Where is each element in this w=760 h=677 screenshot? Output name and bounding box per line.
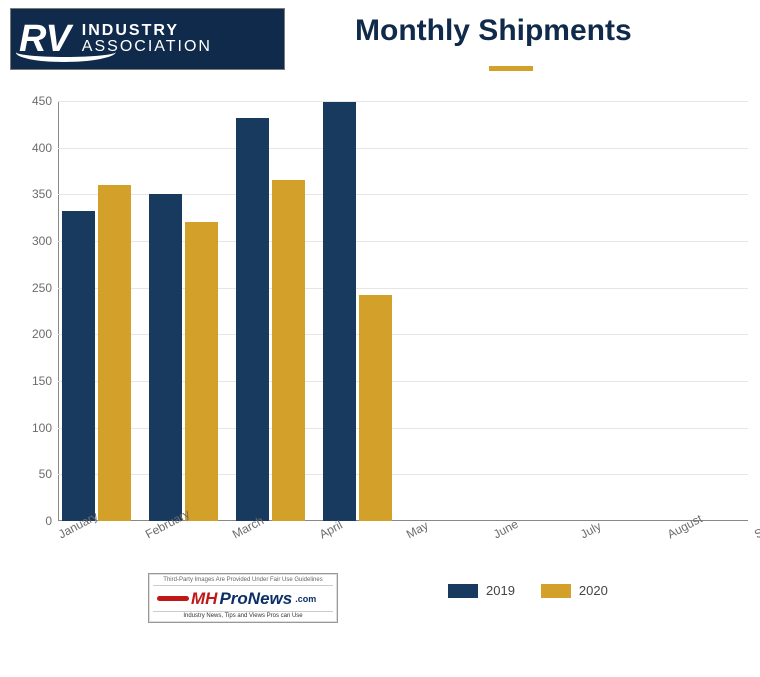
- y-tick-label: 100: [22, 421, 52, 435]
- footer-top-text: Third-Party Images Are Provided Under Fa…: [153, 577, 333, 586]
- legend-item-2020: 2020: [541, 583, 608, 598]
- y-tick-label: 0: [22, 514, 52, 528]
- y-tick-label: 200: [22, 327, 52, 341]
- footer-sub-text: Industry News, Tips and Views Pros can U…: [153, 611, 333, 619]
- y-tick-label: 400: [22, 141, 52, 155]
- legend-label: 2020: [579, 583, 608, 598]
- x-tick-label: May: [404, 518, 431, 541]
- legend-swatch-icon: [448, 584, 478, 598]
- bar-2020-march: [272, 180, 305, 521]
- redbar-icon: [157, 596, 189, 601]
- bar-2020-january: [98, 185, 131, 521]
- grid-line: [58, 101, 748, 102]
- legend-item-2019: 2019: [448, 583, 515, 598]
- x-tick-label: June: [491, 517, 521, 542]
- footer-brand-b: ProNews: [219, 589, 292, 609]
- bar-2020-april: [359, 295, 392, 521]
- footer-brand-row: MHProNews.com: [153, 589, 333, 609]
- bar-2019-march: [236, 118, 269, 521]
- y-tick-label: 150: [22, 374, 52, 388]
- x-tick-label: April: [317, 518, 345, 542]
- bar-2020-february: [185, 222, 218, 521]
- y-tick-label: 50: [22, 467, 52, 481]
- logo-line1: INDUSTRY: [82, 23, 212, 39]
- bar-2019-february: [149, 194, 182, 521]
- page-title: Monthly Shipments: [355, 14, 750, 48]
- rv-swoosh-icon: [14, 51, 116, 62]
- footer-brand-suffix: .com: [295, 594, 316, 604]
- mhpronews-logo: Third-Party Images Are Provided Under Fa…: [148, 573, 338, 623]
- legend-items: 2019 2020: [448, 583, 608, 598]
- legend-label: 2019: [486, 583, 515, 598]
- shipments-chart: 050100150200250300350400450 JanuaryFebru…: [18, 101, 748, 617]
- x-labels: JanuaryFebruaryMarchAprilMayJuneJulyAugu…: [58, 521, 748, 565]
- title-wrap: Monthly Shipments: [355, 8, 750, 71]
- rv-industry-logo: RV INDUSTRY ASSOCIATION: [10, 8, 285, 70]
- y-tick-label: 250: [22, 281, 52, 295]
- y-tick-label: 300: [22, 234, 52, 248]
- grid-line: [58, 148, 748, 149]
- y-axis: [58, 101, 59, 521]
- bar-2019-april: [323, 102, 356, 521]
- plot-area: 050100150200250300350400450: [58, 101, 748, 521]
- x-tick-label: July: [578, 519, 603, 541]
- y-tick-label: 450: [22, 94, 52, 108]
- bar-2019-january: [62, 211, 95, 521]
- rv-mark: RV: [19, 20, 70, 58]
- title-rule: [489, 66, 533, 71]
- legend-swatch-icon: [541, 584, 571, 598]
- footer-brand-a: MH: [191, 589, 217, 609]
- legend: Third-Party Images Are Provided Under Fa…: [18, 577, 748, 617]
- x-tick-label: September: [752, 501, 760, 541]
- y-tick-label: 350: [22, 187, 52, 201]
